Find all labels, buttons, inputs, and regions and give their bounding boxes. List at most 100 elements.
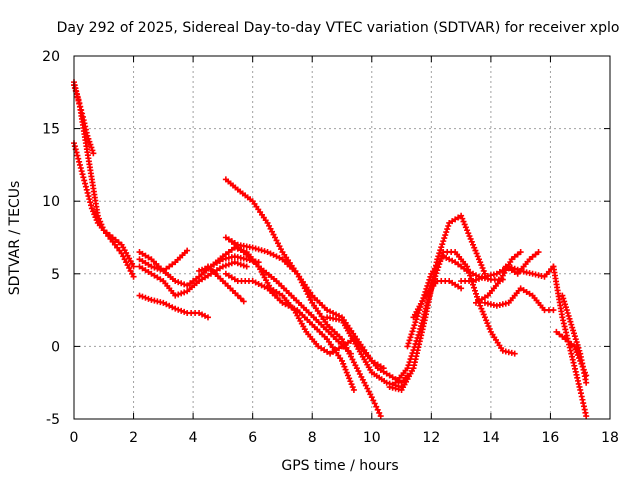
series-satellite-k (228, 238, 354, 357)
data-point-plus (475, 256, 482, 263)
data-point-plus (569, 324, 576, 331)
data-point-plus (129, 270, 136, 277)
series-satellite-e (136, 247, 191, 274)
data-point-plus (477, 302, 484, 309)
x-tick-label: 4 (189, 430, 198, 446)
data-point-plus (79, 110, 86, 117)
data-point-plus (181, 249, 188, 256)
x-tick-label: 0 (70, 430, 79, 446)
data-point-plus (560, 295, 567, 302)
data-point-plus (426, 276, 433, 283)
series-satellite-p (386, 212, 488, 393)
y-tick-label: 5 (51, 267, 60, 283)
series-satellite-x (550, 263, 590, 420)
data-point-plus (498, 345, 505, 352)
data-point-plus (545, 307, 552, 314)
data-point-plus (478, 305, 485, 312)
data-point-plus (461, 221, 468, 228)
x-tick-label: 2 (129, 430, 138, 446)
data-point-plus (424, 282, 431, 289)
data-point-plus (461, 265, 468, 272)
x-tick-label: 8 (308, 430, 317, 446)
data-point-plus (307, 296, 314, 303)
data-point-plus (470, 241, 477, 248)
data-point-plus (374, 406, 381, 413)
data-point-plus (502, 300, 509, 307)
data-point-plus (575, 344, 582, 351)
data-point-plus (336, 345, 343, 352)
data-point-plus (216, 265, 223, 272)
data-point-plus (237, 261, 244, 268)
series-satellite-i (222, 176, 384, 420)
series-layer (71, 79, 590, 420)
data-point-plus (582, 376, 589, 383)
data-point-plus (199, 266, 206, 273)
data-point-plus (169, 304, 176, 311)
data-point-plus (442, 232, 449, 239)
x-tick-label: 18 (601, 430, 619, 446)
data-point-plus (157, 299, 164, 306)
data-point-plus (181, 281, 188, 288)
data-point-plus (405, 362, 412, 369)
data-point-plus (129, 260, 136, 267)
data-point-plus (408, 353, 415, 360)
data-point-plus (490, 271, 497, 278)
data-point-plus (169, 276, 176, 283)
data-point-plus (464, 227, 471, 234)
data-point-plus (301, 326, 308, 333)
data-point-plus (193, 280, 200, 287)
data-point-plus (432, 280, 439, 287)
data-point-plus (462, 261, 469, 268)
data-point-plus (234, 260, 241, 267)
data-point-plus (566, 315, 573, 322)
data-point-plus (486, 325, 493, 332)
data-point-plus (246, 244, 253, 251)
data-point-plus (217, 275, 224, 282)
data-point-plus (573, 339, 580, 346)
data-point-plus (568, 321, 575, 328)
data-point-plus (367, 391, 374, 398)
data-point-plus (89, 147, 96, 154)
data-point-plus (484, 320, 491, 327)
data-point-plus (262, 217, 269, 224)
data-point-plus (570, 330, 577, 337)
data-point-plus (376, 409, 383, 416)
data-point-plus (471, 244, 478, 251)
data-point-plus (289, 304, 296, 311)
data-point-plus (408, 331, 415, 338)
data-point-plus (475, 275, 482, 282)
data-point-plus (407, 356, 414, 363)
data-point-plus (559, 292, 566, 299)
data-point-plus (82, 183, 89, 190)
data-point-plus (349, 384, 356, 391)
data-point-plus (181, 308, 188, 315)
data-point-plus (232, 290, 239, 297)
data-point-plus (216, 258, 223, 265)
data-point-plus (480, 311, 487, 318)
data-point-plus (178, 290, 185, 297)
data-point-plus (91, 211, 98, 218)
ticks: 0 2 4 6 8 10 12 14 16 18 -5 0 5 10 15 20 (42, 49, 619, 446)
data-point-plus (285, 290, 292, 297)
data-point-plus (410, 347, 417, 354)
data-point-plus (412, 319, 419, 326)
data-point-plus (466, 278, 473, 285)
data-point-plus (73, 90, 80, 97)
data-point-plus (222, 262, 229, 269)
data-point-plus (337, 355, 344, 362)
data-point-plus (402, 367, 409, 374)
data-point-plus (408, 367, 415, 374)
data-point-plus (157, 266, 164, 273)
data-point-plus (192, 310, 199, 317)
data-point-plus (347, 378, 354, 385)
data-point-plus (86, 196, 93, 203)
data-point-plus (238, 246, 245, 253)
data-point-plus (574, 341, 581, 348)
data-point-plus (443, 229, 450, 236)
data-point-plus (276, 290, 283, 297)
data-point-plus (576, 347, 583, 354)
data-point-plus (136, 292, 143, 299)
data-point-plus (567, 347, 574, 354)
data-point-plus (145, 295, 152, 302)
data-point-plus (490, 302, 497, 309)
